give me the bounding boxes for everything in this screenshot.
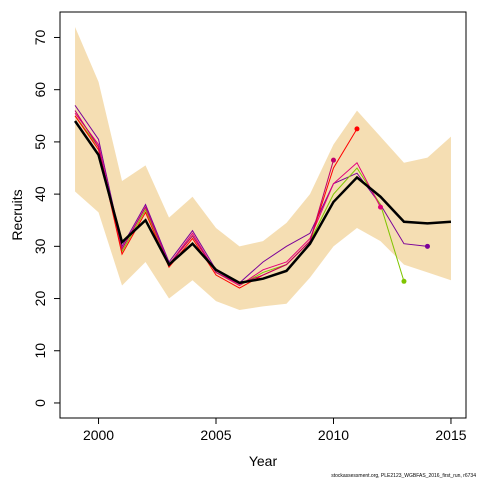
end-point xyxy=(401,278,407,284)
y-tick-label: 40 xyxy=(32,186,48,202)
x-tick-label: 2005 xyxy=(200,427,231,443)
x-axis-label: Year xyxy=(249,453,278,469)
y-tick-label: 20 xyxy=(32,291,48,307)
x-tick-label: 2015 xyxy=(435,427,466,443)
end-point xyxy=(377,204,383,210)
end-point xyxy=(354,126,360,132)
y-axis-label: Recruits xyxy=(9,189,25,240)
y-tick-label: 10 xyxy=(32,343,48,359)
estimate-line xyxy=(74,120,452,285)
y-tick-label: 0 xyxy=(32,399,48,407)
y-tick-label: 50 xyxy=(32,134,48,150)
x-tick-label: 2010 xyxy=(318,427,349,443)
y-tick-label: 60 xyxy=(32,82,48,98)
plot-box xyxy=(59,11,467,419)
y-tick-label: 70 xyxy=(32,29,48,45)
end-point xyxy=(424,243,430,249)
footnote: stockassessment.org, PLE2123_WGBFAS_2016… xyxy=(331,473,476,479)
x-tick-label: 2000 xyxy=(83,427,114,443)
y-tick-label: 30 xyxy=(32,238,48,254)
confidence-band xyxy=(75,27,451,311)
end-point xyxy=(330,157,336,163)
retro-line xyxy=(74,105,428,284)
